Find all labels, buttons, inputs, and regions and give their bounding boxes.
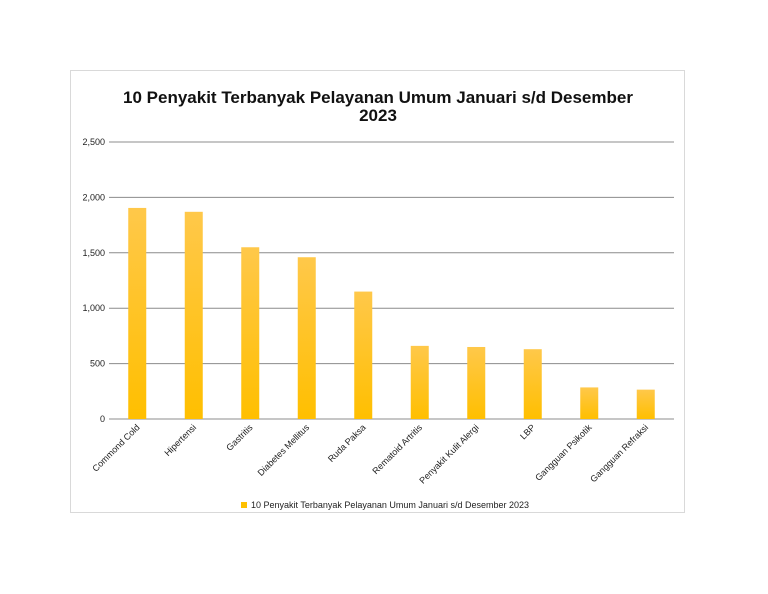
bar [523,349,542,419]
bar-chart: 10 Penyakit Terbanyak Pelayanan Umum Jan… [82,88,674,510]
legend-label: 10 Penyakit Terbanyak Pelayanan Umum Jan… [251,500,529,510]
x-category-label: Rematoid Artritis [370,422,424,476]
y-axis-tick-labels: 0 500 1,000 1,500 2,000 2,500 [82,137,105,424]
x-category-label: Gangguan Refraksi [588,422,650,484]
x-category-label: LBP [518,422,537,441]
y-tick-label: 2,000 [82,192,105,202]
gridlines [109,141,674,420]
chart-title: 10 Penyakit Terbanyak Pelayanan Umum Jan… [123,88,633,125]
chart-title-line-2: 2023 [359,106,397,125]
legend: 10 Penyakit Terbanyak Pelayanan Umum Jan… [241,500,529,510]
y-tick-label: 2,500 [82,137,105,147]
bar [354,291,373,419]
y-tick-label: 500 [90,359,105,369]
bar [410,345,429,419]
x-category-label: Gastritis [224,422,255,453]
bar [636,389,655,419]
x-axis-category-labels: Commond Cold Hipertensi Gastritis Diabetes … [90,422,650,486]
x-category-label: Ruda Paksa [326,422,368,464]
x-category-label: Gangguan Psikotik [533,422,594,483]
x-category-label: Diabetes Mellitus [256,422,312,478]
x-category-label: Hipertensi [162,422,198,458]
x-category-label: Penyakit Kulit Alergi [417,422,480,485]
chart-frame: 10 Penyakit Terbanyak Pelayanan Umum Jan… [70,70,685,513]
bar [297,257,316,419]
legend-swatch [241,502,247,508]
chart-title-line-1: 10 Penyakit Terbanyak Pelayanan Umum Jan… [123,88,633,107]
y-tick-label: 1,000 [82,303,105,313]
bar [184,211,203,419]
bar [580,387,599,419]
y-tick-label: 1,500 [82,248,105,258]
x-category-label: Commond Cold [90,422,141,473]
y-tick-label: 0 [100,414,105,424]
bar [241,247,260,419]
bar [128,207,147,419]
bars [128,207,655,419]
bar [467,346,486,419]
